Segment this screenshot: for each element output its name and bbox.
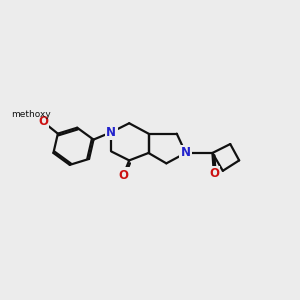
Text: O: O [118,169,128,182]
Text: O: O [209,167,219,180]
Text: O: O [38,115,48,128]
Text: N: N [106,126,116,139]
Text: methoxy: methoxy [11,110,51,119]
Text: N: N [181,146,191,160]
